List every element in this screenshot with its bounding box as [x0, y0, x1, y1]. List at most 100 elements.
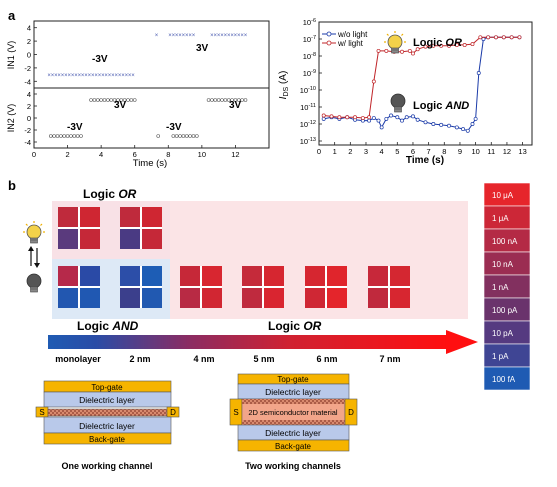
in2-x-tick-label: 4	[99, 150, 103, 159]
in1-point: ×	[125, 73, 129, 79]
ids-light-series-point	[367, 115, 372, 120]
ids-light-series-point	[439, 43, 444, 48]
stack2-channel-label: 2D semiconductor material	[248, 408, 338, 417]
or-grid-4nm-cell	[202, 288, 222, 308]
colorbar-label: 10 nA	[492, 260, 514, 269]
in2-x-tick-label: 0	[32, 150, 36, 159]
in2-point	[112, 98, 117, 102]
ids-xlabel: Time (s)	[406, 155, 444, 166]
thickness-arrow-head	[446, 330, 478, 354]
ids-x-tick-label: 12	[503, 147, 511, 156]
in1-point: ×	[78, 73, 82, 79]
in1-point: ×	[91, 73, 95, 79]
in2-point	[171, 134, 176, 138]
stack1-channel	[47, 408, 168, 417]
in2-point	[129, 98, 134, 102]
and-grid-monolayer-cell	[80, 266, 100, 286]
stack1-dielectric-bottom-label: Dielectric layer	[79, 421, 135, 431]
ids-x-tick-label: 5	[395, 147, 399, 156]
in2-point	[226, 98, 231, 102]
ids-x-tick-label: 7	[427, 147, 431, 156]
ids-x-tick-label: 4	[380, 147, 384, 156]
colorbar-label: 10 μA	[492, 191, 514, 200]
ids-y-tick-label: 10-7	[303, 35, 316, 44]
in2-y-tick-label: 0	[27, 114, 31, 123]
ids-y-ticks: 10-6 10-7 10-8 10-9 10-10 10-11 10-12 10-13	[300, 18, 322, 146]
ids-light-series-line	[323, 36, 520, 119]
in1-point: ×	[64, 73, 68, 79]
or-top-grid-monolayer-cell	[80, 207, 100, 227]
in2-point	[48, 134, 53, 138]
or-grid-5nm-cell	[264, 266, 284, 286]
colorbar-label: 100 nA	[492, 237, 518, 246]
in1-point: ×	[175, 33, 179, 39]
in1-point: ×	[84, 73, 88, 79]
in1-y-tick-label: -4	[24, 77, 31, 86]
ids-dark-series-point	[367, 118, 372, 123]
in2-point	[233, 98, 238, 102]
in1-point: ×	[81, 73, 85, 79]
or-grid-6nm-cell	[305, 288, 325, 308]
in2-point	[122, 98, 127, 102]
or-top-grid-monolayer-cell	[58, 229, 78, 249]
in2-point	[116, 98, 120, 102]
or-grid-5nm-cell	[242, 266, 262, 286]
legend-marker-dark	[326, 31, 332, 37]
device-grids	[58, 207, 410, 308]
ids-x-tick-label: 1	[333, 147, 337, 156]
ids-dark-series-point	[447, 123, 451, 128]
ids-y-tick-label: 10-9	[303, 69, 316, 78]
in2-point	[181, 134, 186, 138]
in2-point	[243, 98, 248, 102]
stack2-channel-top-layer	[242, 399, 345, 404]
colorbar-swatch	[483, 366, 531, 391]
in1-point: ×	[54, 73, 58, 79]
ids-light-series-point	[501, 35, 506, 40]
in2-point	[126, 98, 130, 102]
ids-light-series-point	[431, 43, 436, 48]
logic-or-main-label: Logic OR	[268, 319, 322, 333]
ids-x-tick-label: 3	[364, 147, 368, 156]
and-grid-monolayer-cell	[58, 288, 78, 308]
ids-ylabel: IDS (A)	[278, 71, 290, 100]
or-grid-7nm-cell	[368, 288, 388, 308]
logic-and-label: Logic AND	[77, 319, 139, 333]
light-off-icon	[390, 93, 406, 113]
ids-light-series-point	[384, 48, 389, 53]
in2-point	[216, 98, 221, 102]
in2-frame	[33, 87, 270, 149]
or-top-grid-monolayer-cell	[58, 207, 78, 227]
in1-point: ×	[51, 73, 55, 79]
ids-light-series-point	[486, 35, 491, 40]
ids-x-tick-label: 11	[487, 147, 495, 156]
in1-point: ×	[214, 33, 218, 39]
in1-point: ×	[121, 73, 125, 79]
stack2-top-gate-label: Top-gate	[277, 375, 309, 384]
legend-label-light: w/ light	[337, 39, 364, 48]
ids-legend: w/o light w/ light	[322, 30, 368, 48]
in1-point: ×	[237, 33, 241, 39]
ids-dark-series-point	[431, 122, 436, 126]
ids-light-series-point	[494, 35, 498, 40]
in1-high-label: 3V	[196, 43, 209, 54]
thickness-label-5nm: 5 nm	[253, 354, 274, 364]
stack2-channel-bottom-layer	[242, 420, 345, 425]
thickness-label-monolayer: monolayer	[55, 354, 101, 364]
stack1-dielectric-top	[43, 391, 172, 408]
ids-dark-series-point	[411, 114, 415, 119]
ids-dark-series-point	[454, 125, 459, 130]
or-grid-7nm-cell	[390, 288, 410, 308]
thickness-arrow-body	[48, 335, 448, 349]
in1-y-tick-label: 4	[27, 24, 31, 33]
ids-y-tick-label: 10-12	[300, 120, 316, 129]
in2-y-tick-label: -2	[24, 126, 31, 135]
and-grid-2nm-cell	[142, 288, 162, 308]
ids-x-tick-label: 13	[518, 147, 526, 156]
or-grid-4nm-cell	[202, 266, 222, 286]
stack2-dielectric-top-label: Dielectric layer	[265, 387, 321, 397]
ids-dark-series-point	[376, 118, 381, 123]
ids-y-tick-label: 10-6	[303, 18, 316, 27]
or-grid-6nm-cell	[305, 266, 325, 286]
in2-x-tick-label: 2	[65, 150, 69, 159]
